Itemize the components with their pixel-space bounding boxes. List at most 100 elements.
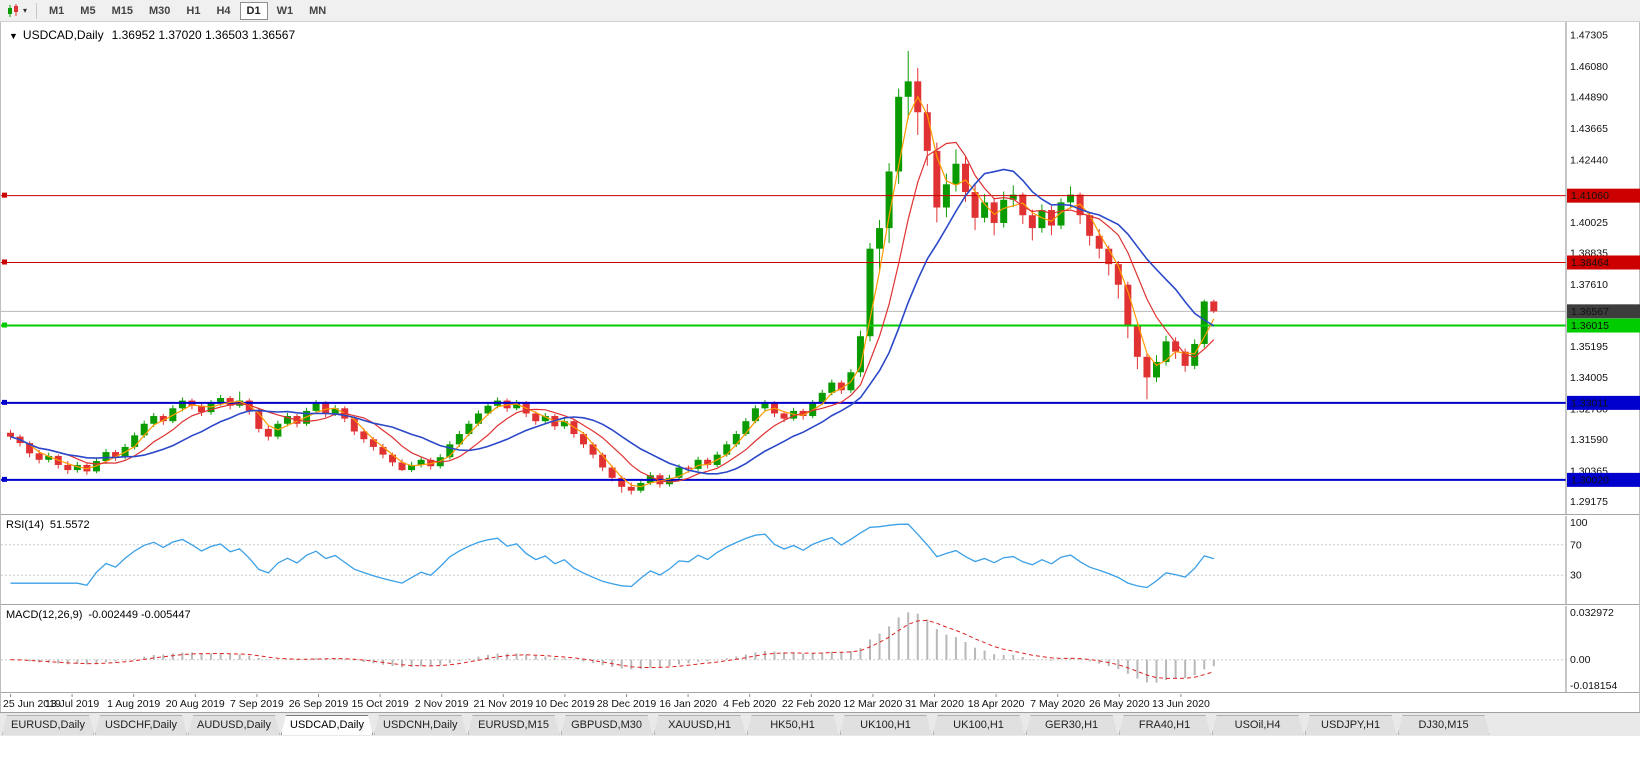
price-tick-label: 1.46080 <box>1570 61 1608 73</box>
macd-axis-label: 0.032972 <box>1570 607 1614 619</box>
chart-tab-eurusd-m15-5[interactable]: EURUSD,M15 <box>468 715 560 735</box>
price-tick-label: 1.44890 <box>1570 92 1608 104</box>
chart-tab-usdjpy-h1-14[interactable]: USDJPY,H1 <box>1305 715 1397 735</box>
rsi-panel[interactable]: 100 70 30 RSI(14) 51.5572 <box>1 514 1639 604</box>
macd-axis-label: 0.00 <box>1570 654 1591 666</box>
macd-name: MACD(12,26,9) <box>6 609 83 621</box>
candlestick-chart-icon <box>8 3 18 17</box>
price-label-box <box>1567 318 1640 333</box>
rsi-label: RSI(14) 51.5572 <box>6 519 90 531</box>
chart-tabs-bar: EURUSD,Daily USDCHF,Daily AUDUSD,Daily USDC… <box>0 712 1640 736</box>
date-label: 1 Aug 2019 <box>107 698 160 710</box>
timeframe-button-group: M1 M5 M15 M30 H1 H4 D1 W1 MN <box>41 1 334 20</box>
date-label: 20 Aug 2019 <box>166 698 225 710</box>
chart-tab-uk100-h1-9[interactable]: UK100,H1 <box>840 715 932 735</box>
line-handle[interactable] <box>2 399 7 405</box>
timeframe-button-w1[interactable]: W1 <box>276 4 294 17</box>
triangle-down-icon[interactable]: ▼ <box>9 31 18 41</box>
date-label: 12 Mar 2020 <box>843 698 902 710</box>
date-label: 26 Sep 2019 <box>289 698 349 710</box>
date-label: 4 Feb 2020 <box>723 698 776 710</box>
price-line-label: 1.41060 <box>1571 190 1609 202</box>
price-label-box <box>1567 395 1640 410</box>
price-line-label: 1.36015 <box>1571 320 1609 332</box>
price-line-label: 1.33011 <box>1571 397 1608 409</box>
chart-tab-usdchf-daily-1[interactable]: USDCHF,Daily <box>95 715 187 735</box>
price-label-box <box>1567 255 1640 270</box>
price-line-label: 1.38464 <box>1571 257 1609 269</box>
chart-tab-usoil-h4-13[interactable]: USOil,H4 <box>1212 715 1304 735</box>
rsi-canvas[interactable]: 100 70 30 <box>1 516 1640 604</box>
toolbar-separator <box>36 2 38 19</box>
date-label: 2 Nov 2019 <box>415 698 469 710</box>
macd-values: -0.002449 -0.005447 <box>88 609 191 621</box>
timeframe-button-m5[interactable]: M5 <box>80 4 96 17</box>
chart-tab-gbpusd-m30-6[interactable]: GBPUSD,M30 <box>561 715 653 735</box>
chart-window: 1.47305 1.46080 1.44890 1.43665 1.42440 1.400… <box>0 22 1640 712</box>
chart-tab-usdcnh-daily-4[interactable]: USDCNH,Daily <box>374 715 467 735</box>
chart-tab-eurusd-daily-0[interactable]: EURUSD,Daily <box>2 715 94 735</box>
date-label: 21 Nov 2019 <box>474 698 534 710</box>
price-tick-label: 1.42440 <box>1570 155 1608 167</box>
price-tick-label: 1.35195 <box>1570 341 1608 353</box>
price-tick-label: 1.31590 <box>1570 434 1608 446</box>
macd-label: MACD(12,26,9) -0.002449 -0.005447 <box>6 609 191 621</box>
time-axis[interactable]: 25 Jun 2019 13 Jul 2019 1 Aug 2019 20 Aug 2… <box>1 692 1639 712</box>
macd-axis-label: -0.018154 <box>1570 680 1617 692</box>
rsi-name: RSI(14) <box>6 519 44 531</box>
chart-tab-uk100-h1-10[interactable]: UK100,H1 <box>933 715 1025 735</box>
chart-tab-usdcad-daily-3[interactable]: USDCAD,Daily <box>281 715 373 735</box>
timeframe-button-m30[interactable]: M30 <box>148 4 171 17</box>
price-tick-label: 1.47305 <box>1570 29 1608 41</box>
main-chart-canvas[interactable]: 1.47305 1.46080 1.44890 1.43665 1.42440 1.400… <box>1 22 1640 514</box>
price-label-box <box>1567 304 1640 319</box>
date-label: 18 Apr 2020 <box>968 698 1025 710</box>
line-handle[interactable] <box>2 322 7 328</box>
price-line-label: 1.36567 <box>1571 306 1609 318</box>
macd-panel[interactable]: 0.032972 0.00 -0.018154 MACD(12,26,9) -0.00… <box>1 604 1639 692</box>
date-label: 26 May 2020 <box>1089 698 1150 710</box>
timeframe-button-h4[interactable]: H4 <box>216 4 231 17</box>
chevron-down-icon: ▾ <box>23 6 28 15</box>
chart-ohlc-values: 1.36952 1.37020 1.36503 1.36567 <box>111 28 296 42</box>
chart-title: ▼ USDCAD,Daily 1.36952 1.37020 1.36503 1.3… <box>9 28 295 42</box>
timeframe-button-mn[interactable]: MN <box>309 4 327 17</box>
line-handle[interactable] <box>2 192 7 198</box>
timeframe-button-m15[interactable]: M15 <box>111 4 133 17</box>
line-handle[interactable] <box>2 259 7 265</box>
rsi-axis-label: 30 <box>1570 570 1582 582</box>
moving-average-line <box>10 95 1215 488</box>
moving-average-line <box>10 168 1215 475</box>
date-label: 7 May 2020 <box>1030 698 1085 710</box>
date-label: 13 Jun 2020 <box>1152 698 1210 710</box>
timeframe-button-m1[interactable]: M1 <box>49 4 65 17</box>
chart-type-button[interactable]: ▾ <box>3 3 30 19</box>
chart-tab-xauusd-h1-7[interactable]: XAUUSD,H1 <box>654 715 746 735</box>
date-label: 7 Sep 2019 <box>230 698 284 710</box>
date-label: 25 Jun 2019 <box>3 698 61 710</box>
date-label: 15 Oct 2019 <box>351 698 408 710</box>
macd-canvas[interactable]: 0.032972 0.00 -0.018154 <box>1 606 1640 692</box>
price-tick-label: 1.43665 <box>1570 123 1608 135</box>
date-label: 10 Dec 2019 <box>535 698 595 710</box>
chart-tab-dj30-m15-15[interactable]: DJ30,M15 <box>1398 715 1490 735</box>
moving-average-line <box>10 141 1215 483</box>
price-tick-label: 1.34005 <box>1570 372 1608 384</box>
line-handle[interactable] <box>2 476 7 482</box>
timeframes-toolbar: ▾ M1 M5 M15 M30 H1 H4 D1 W1 MN <box>0 0 1640 22</box>
chart-tab-audusd-daily-2[interactable]: AUDUSD,Daily <box>188 715 280 735</box>
timeframe-button-h1[interactable]: H1 <box>186 4 201 17</box>
rsi-line <box>10 523 1214 589</box>
chart-tab-hk50-h1-8[interactable]: HK50,H1 <box>747 715 839 735</box>
timeframe-button-d1[interactable]: D1 <box>239 1 268 20</box>
date-label: 13 Jul 2019 <box>45 698 99 710</box>
price-tick-label: 1.37610 <box>1570 279 1608 291</box>
price-label-box <box>1567 472 1640 487</box>
chart-tab-ger30-h1-11[interactable]: GER30,H1 <box>1026 715 1118 735</box>
price-chart-panel[interactable]: 1.47305 1.46080 1.44890 1.43665 1.42440 1.400… <box>1 22 1640 514</box>
chart-tab-fra40-h1-12[interactable]: FRA40,H1 <box>1119 715 1211 735</box>
date-label: 31 Mar 2020 <box>905 698 964 710</box>
macd-signal-line <box>10 619 1214 679</box>
